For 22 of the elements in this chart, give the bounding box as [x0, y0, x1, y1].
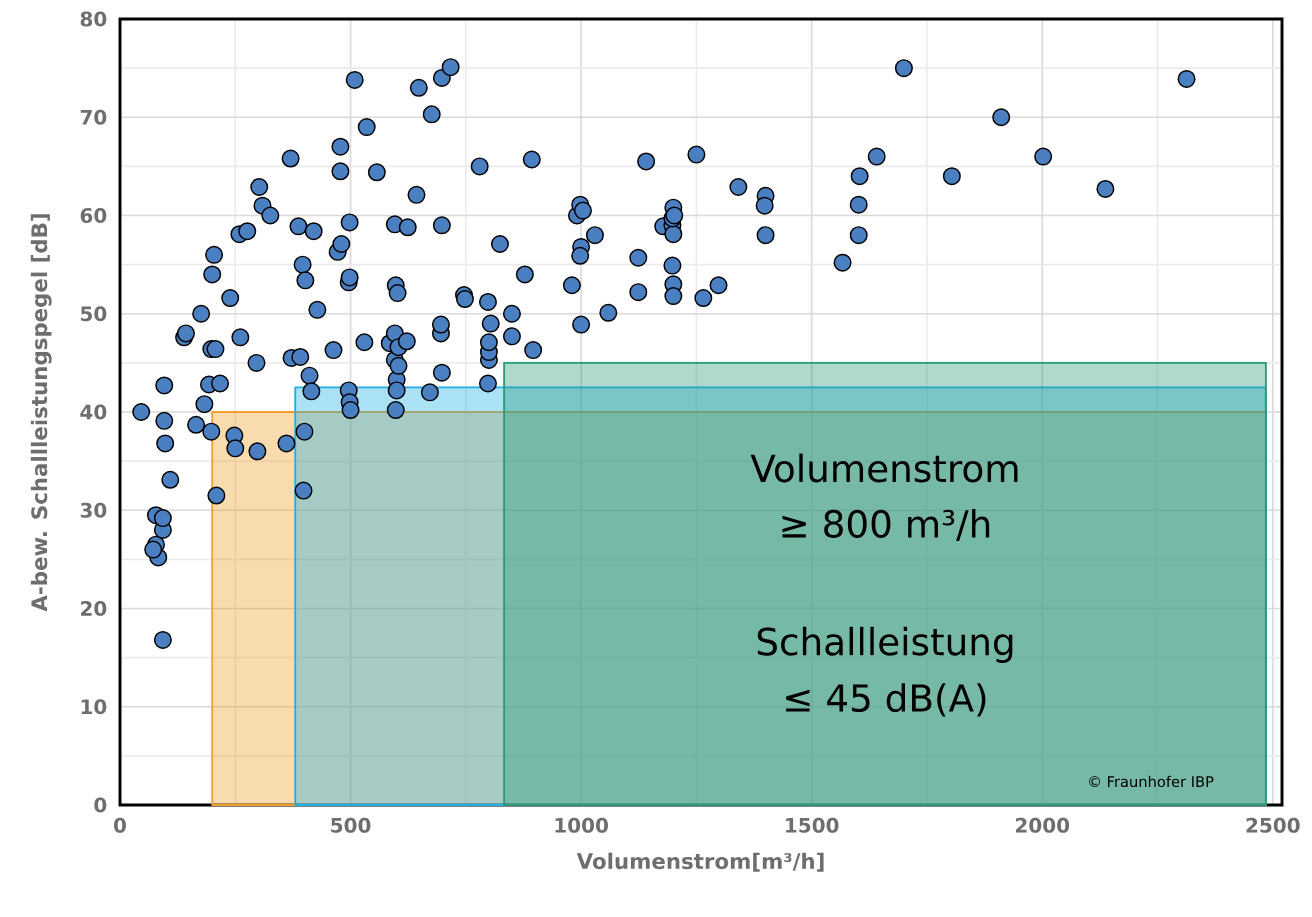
x-axis-title: Volumenstrom[m³/h] [576, 852, 824, 872]
y-tick-label: 80 [80, 11, 107, 27]
annotation: Schallleistung [757, 626, 1013, 663]
y-tick-label: 0 [94, 797, 107, 813]
x-tick-label: 0 [114, 817, 126, 833]
y-tick-label: 30 [80, 502, 107, 518]
x-tick-label: 500 [331, 817, 371, 833]
annotation: Volumenstrom [750, 453, 1018, 483]
x-tick-label: 2000 [1015, 817, 1070, 833]
annotation: © Fraunhofer IBP [1089, 775, 1214, 788]
y-tick-label: 10 [81, 699, 107, 715]
x-tick-label: 2500 [1246, 817, 1300, 833]
annotation: ≥ 800 m³/h [782, 509, 990, 541]
y-axis-title: A-bew. Schallleistungspegel [dB] [30, 214, 52, 612]
x-tick-label: 1500 [786, 817, 839, 833]
y-tick-label: 60 [80, 207, 107, 224]
y-tick-label: 20 [81, 600, 107, 617]
y-tick-label: 70 [80, 109, 107, 125]
y-tick-label: 50 [81, 306, 107, 322]
y-tick-label: 40 [80, 404, 107, 420]
x-tick-label: 1000 [555, 817, 608, 833]
annotation: ≤ 45 dB(A) [786, 683, 986, 717]
